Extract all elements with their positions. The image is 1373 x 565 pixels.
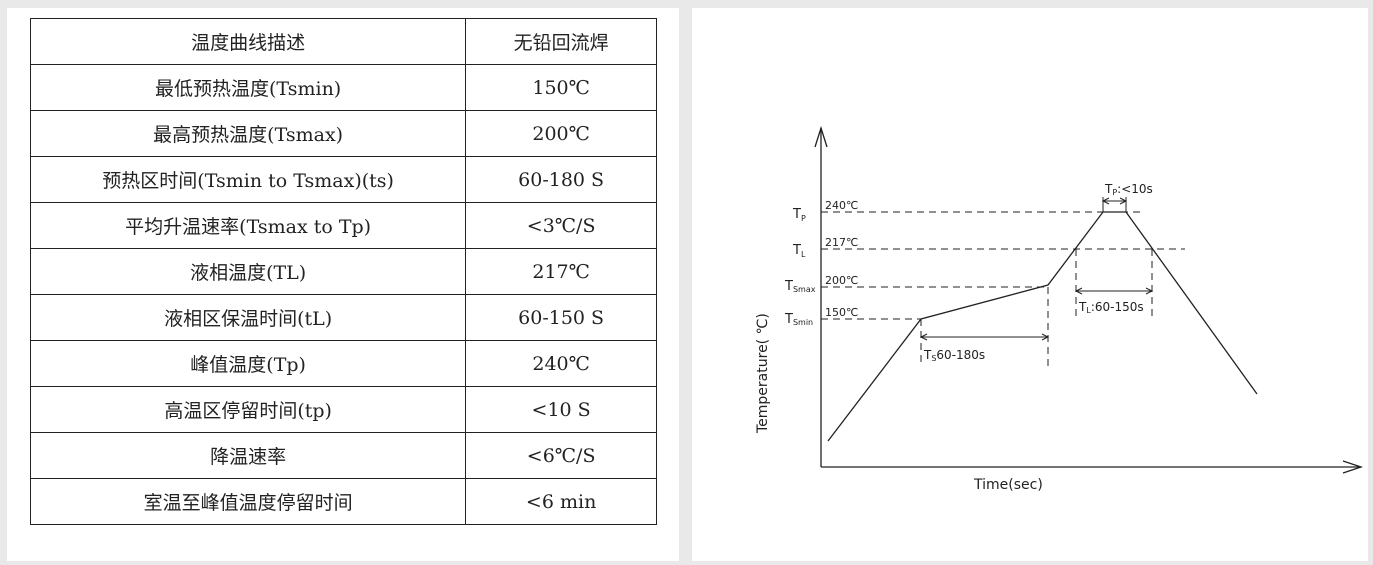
level-tsmax-value: 200℃ — [825, 274, 858, 287]
table-header-row: 温度曲线描述 无铅回流焊 — [29, 18, 657, 65]
reflow-profile-chart: Time(sec) Temperature( ℃) TP TL TSmax TS… — [755, 125, 1364, 493]
y-axis-label: Temperature( ℃) — [755, 313, 771, 434]
left-panel: 温度曲线描述 无铅回流焊 最低预热温度(Tsmin) 150℃ 最高预热温度(T… — [7, 8, 679, 561]
row-value: 240℃ — [465, 340, 657, 387]
row-value: <3℃/S — [465, 202, 657, 249]
row-label: 高温区停留时间(tp) — [29, 386, 467, 433]
row-value: 200℃ — [465, 110, 657, 157]
table-row: 液相温度(TL) 217℃ — [29, 248, 657, 295]
table-row: 液相区保温时间(tL) 60-150 S — [29, 294, 657, 341]
row-label: 最高预热温度(Tsmax) — [29, 110, 467, 157]
ts-arrowhead-right-icon — [1041, 333, 1050, 341]
tl-arrowhead-left-icon — [1074, 287, 1083, 295]
row-value: <10 S — [465, 386, 657, 433]
row-label: 室温至峰值温度停留时间 — [29, 478, 467, 525]
level-tsmin-symbol: TSmin — [784, 312, 813, 327]
table-row: 平均升温速率(Tsmax to Tp) <3℃/S — [29, 202, 657, 249]
table-row: 预热区时间(Tsmin to Tsmax)(ts) 60-180 S — [29, 156, 657, 203]
table-row: 最低预热温度(Tsmin) 150℃ — [29, 64, 657, 111]
row-label: 峰值温度(Tp) — [29, 340, 467, 387]
row-label: 液相区保温时间(tL) — [29, 294, 467, 341]
row-value: 150℃ — [465, 64, 657, 111]
header-profile-description: 温度曲线描述 — [29, 18, 467, 65]
tl-arrowhead-right-icon — [1145, 287, 1154, 295]
row-value: 217℃ — [465, 248, 657, 295]
y-axis-arrow-icon — [814, 125, 828, 148]
x-axis-label: Time(sec) — [973, 477, 1043, 493]
ts-arrowhead-left-icon — [919, 333, 928, 341]
row-label: 降温速率 — [29, 432, 467, 479]
level-tp-value: 240℃ — [825, 199, 858, 212]
header-lead-free-reflow: 无铅回流焊 — [465, 18, 657, 65]
tp-dwell-annotation: TP:<10s — [1104, 182, 1153, 197]
row-value: <6 min — [465, 478, 657, 525]
row-value: <6℃/S — [465, 432, 657, 479]
row-label: 平均升温速率(Tsmax to Tp) — [29, 202, 467, 249]
row-label: 液相温度(TL) — [29, 248, 467, 295]
level-tl-symbol: TL — [792, 243, 806, 259]
level-tsmin-value: 150℃ — [825, 306, 858, 319]
tp-arrowhead-left-icon — [1101, 197, 1110, 205]
table-row: 最高预热温度(Tsmax) 200℃ — [29, 110, 657, 157]
table-row: 降温速率 <6℃/S — [29, 432, 657, 479]
ts-duration-annotation: TS60-180s — [923, 348, 985, 363]
table-row: 高温区停留时间(tp) <10 S — [29, 386, 657, 433]
row-label: 预热区时间(Tsmin to Tsmax)(ts) — [29, 156, 467, 203]
level-tsmax-symbol: TSmax — [784, 279, 816, 294]
tp-arrowhead-right-icon — [1119, 197, 1128, 205]
table-row: 峰值温度(Tp) 240℃ — [29, 340, 657, 387]
tl-dwell-annotation: TL:60-150s — [1078, 300, 1144, 315]
row-label: 最低预热温度(Tsmin) — [29, 64, 467, 111]
level-tp-symbol: TP — [792, 207, 806, 223]
reflow-spec-table: 温度曲线描述 无铅回流焊 最低预热温度(Tsmin) 150℃ 最高预热温度(T… — [29, 18, 657, 525]
row-value: 60-180 S — [465, 156, 657, 203]
level-tl-value: 217℃ — [825, 236, 858, 249]
row-value: 60-150 S — [465, 294, 657, 341]
reflow-profile-line — [827, 211, 1258, 442]
right-panel: Time(sec) Temperature( ℃) TP TL TSmax TS… — [692, 8, 1368, 561]
table-row: 室温至峰值温度停留时间 <6 min — [29, 478, 657, 525]
x-axis-arrow-icon — [1342, 460, 1364, 474]
